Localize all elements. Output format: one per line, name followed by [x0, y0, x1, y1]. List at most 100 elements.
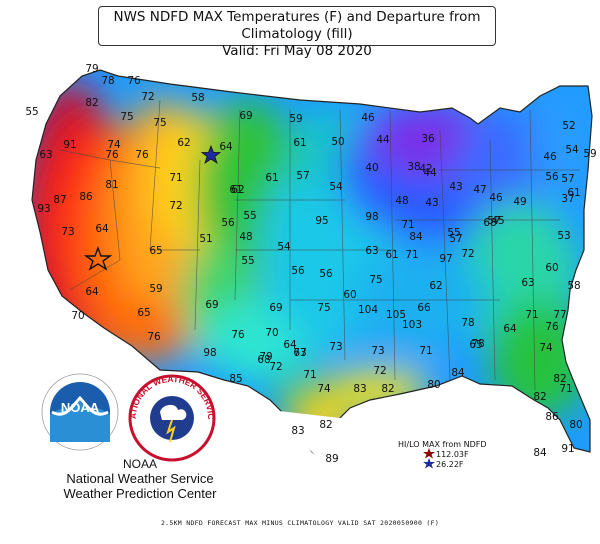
- station-value: 54: [329, 181, 343, 193]
- station-value: 85: [229, 373, 242, 385]
- map-title: NWS NDFD MAX Temperatures (F) and Depart…: [98, 6, 496, 59]
- station-value: 79: [259, 351, 272, 363]
- station-value: 73: [371, 345, 384, 357]
- station-value: 50: [331, 136, 344, 148]
- station-value: 55: [25, 106, 38, 118]
- station-value: 56: [545, 171, 559, 183]
- station-value: 53: [557, 230, 570, 242]
- station-value: 48: [239, 231, 252, 243]
- station-value: 82: [319, 419, 332, 431]
- station-value: 75: [317, 302, 330, 314]
- station-value: 83: [291, 425, 304, 437]
- hi-lo-legend: HI/LO MAX from NDFD 112.03F 26.22F: [398, 440, 508, 470]
- station-value: 56: [221, 217, 235, 229]
- station-value: 78: [101, 75, 114, 87]
- station-value: 56: [291, 265, 305, 277]
- station-value: 57: [449, 233, 462, 245]
- station-value: 78: [461, 317, 474, 329]
- station-value: 47: [473, 184, 486, 196]
- station-value: 89: [325, 453, 338, 465]
- station-value: 65: [137, 307, 150, 319]
- station-value: 44: [423, 167, 437, 179]
- station-value: 76: [147, 331, 161, 343]
- station-value: 58: [191, 92, 204, 104]
- station-value: 46: [361, 112, 375, 124]
- station-value: 59: [149, 283, 162, 295]
- station-value: 86: [79, 191, 93, 203]
- station-value: 77: [553, 309, 566, 321]
- station-value: 38: [407, 161, 420, 173]
- station-value: 42: [419, 163, 432, 175]
- station-value: 57: [296, 170, 309, 182]
- station-value: 49: [513, 196, 526, 208]
- station-value: 84: [409, 231, 423, 243]
- station-value: 62: [231, 184, 244, 196]
- station-value: 43: [449, 181, 462, 193]
- station-value: 71: [169, 172, 182, 184]
- station-value: 103: [402, 319, 422, 331]
- station-value: 67: [293, 347, 306, 359]
- station-value: 75: [153, 117, 166, 129]
- station-value: 72: [169, 200, 182, 212]
- station-value: 70: [71, 310, 84, 322]
- station-value: 64: [219, 141, 233, 153]
- station-value: 58: [567, 280, 580, 292]
- station-value: 84: [533, 447, 547, 459]
- station-value: 76: [127, 75, 141, 87]
- station-value: 75: [120, 111, 133, 123]
- station-value: 76: [105, 149, 119, 161]
- station-value: 79: [85, 63, 98, 75]
- station-value: 64: [95, 223, 109, 235]
- agency-attribution: NOAA National Weather Service Weather Pr…: [40, 457, 240, 502]
- station-value: 68: [257, 354, 270, 366]
- footer-caption: 2.5KM NDFD FORECAST MAX MINUS CLIMATOLOG…: [160, 519, 440, 527]
- station-value: 51: [199, 233, 212, 245]
- attribution-noaa: NOAA: [122, 457, 157, 471]
- station-value: 74: [539, 342, 553, 354]
- station-value: 54: [565, 144, 579, 156]
- station-value: 81: [105, 179, 118, 191]
- station-value: 45: [491, 215, 504, 227]
- station-value: 71: [559, 383, 572, 395]
- station-value: 104: [358, 304, 378, 316]
- noaa-logo: NOAA: [41, 373, 119, 451]
- station-value: 91: [561, 443, 574, 455]
- station-value: 63: [521, 277, 534, 289]
- station-value: 61: [229, 184, 242, 196]
- legend-title: HI/LO MAX from NDFD: [398, 440, 487, 449]
- station-value: 73: [61, 226, 74, 238]
- station-value: 54: [277, 241, 291, 253]
- title-line-1: NWS NDFD MAX Temperatures (F) and Depart…: [113, 9, 481, 42]
- station-value: 44: [376, 134, 390, 146]
- station-value: 69: [205, 299, 218, 311]
- station-value: 76: [545, 321, 559, 333]
- station-value: 65: [149, 245, 162, 257]
- station-value: 61: [293, 137, 306, 149]
- station-value: 82: [533, 391, 546, 403]
- station-value: 62: [429, 280, 442, 292]
- station-value: 59: [289, 113, 302, 125]
- station-value: 57: [561, 173, 574, 185]
- station-value: 87: [53, 194, 66, 206]
- station-value: 61: [567, 187, 580, 199]
- station-value: 72: [373, 365, 386, 377]
- station-value: 59: [583, 148, 596, 160]
- legend-low: 26.22F: [436, 460, 464, 469]
- station-value: 80: [427, 379, 440, 391]
- noaa-logo-text: NOAA: [61, 400, 100, 415]
- station-value: 60: [545, 262, 558, 274]
- station-value: 71: [525, 309, 538, 321]
- station-value: 52: [562, 120, 575, 132]
- station-value: 76: [135, 149, 149, 161]
- station-values: 79 76 78 72 82 75 75 58 69 59 46 52 55 76 62 74 76 64 61 50…: [25, 63, 596, 465]
- station-value: 71: [419, 345, 432, 357]
- station-value: 105: [386, 309, 406, 321]
- station-value: 82: [381, 383, 394, 395]
- station-value: 46: [489, 192, 503, 204]
- station-value: 60: [343, 289, 356, 301]
- station-value: 70: [265, 327, 278, 339]
- station-value: 74: [317, 383, 331, 395]
- station-value: 61: [265, 172, 278, 184]
